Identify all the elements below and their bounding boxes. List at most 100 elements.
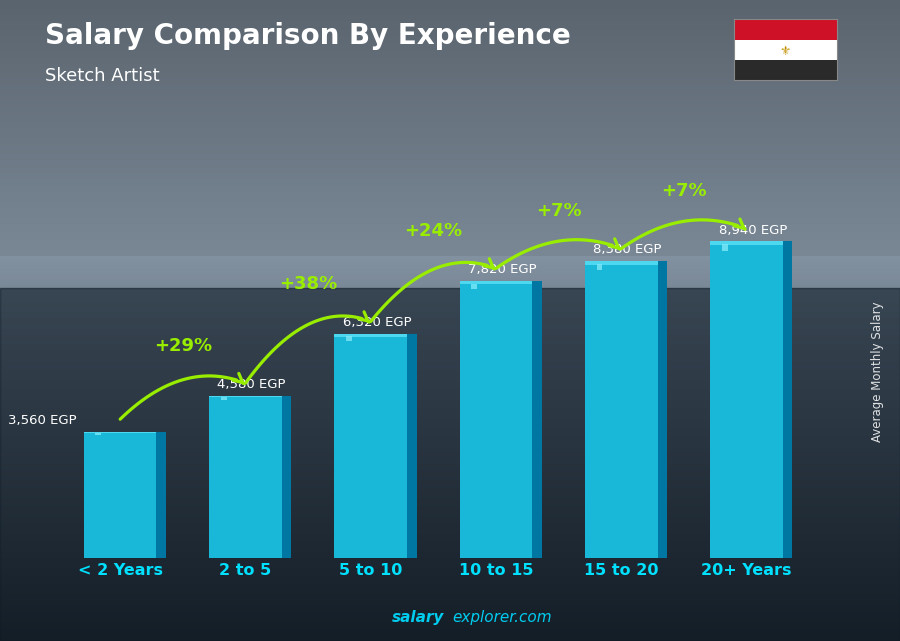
Bar bbox=[0, 622, 900, 624]
Bar bbox=[0, 538, 900, 540]
Bar bbox=[0, 592, 900, 594]
Bar bbox=[0, 481, 900, 483]
Bar bbox=[0, 365, 900, 367]
Bar bbox=[0, 64, 900, 66]
Bar bbox=[0, 463, 900, 466]
Bar bbox=[0, 556, 900, 558]
Bar bbox=[0, 53, 900, 56]
Bar bbox=[84, 431, 157, 433]
Bar bbox=[0, 572, 900, 575]
Bar bbox=[0, 269, 900, 271]
Bar bbox=[0, 135, 900, 137]
Bar bbox=[0, 421, 900, 423]
Bar bbox=[0, 314, 900, 316]
Bar bbox=[0, 404, 900, 406]
Bar bbox=[0, 133, 900, 135]
Bar bbox=[0, 562, 900, 564]
Bar bbox=[0, 43, 900, 45]
Bar bbox=[0, 90, 900, 92]
Bar bbox=[0, 56, 900, 58]
Bar bbox=[0, 495, 900, 498]
Bar bbox=[532, 281, 542, 558]
Bar bbox=[0, 590, 900, 592]
Bar bbox=[209, 395, 282, 558]
Bar bbox=[0, 428, 900, 429]
Bar bbox=[0, 389, 900, 391]
Bar bbox=[0, 124, 900, 126]
Bar bbox=[0, 173, 900, 175]
Bar bbox=[0, 258, 900, 261]
Bar bbox=[0, 617, 900, 620]
Bar bbox=[0, 320, 900, 322]
Bar bbox=[0, 94, 900, 96]
Bar bbox=[0, 353, 900, 354]
Bar bbox=[0, 412, 900, 415]
Bar bbox=[0, 547, 900, 549]
Bar bbox=[0, 203, 900, 205]
Bar bbox=[0, 319, 900, 320]
Bar bbox=[0, 537, 900, 538]
Bar bbox=[0, 453, 900, 455]
Bar bbox=[0, 167, 900, 169]
Bar bbox=[0, 162, 900, 165]
Bar bbox=[0, 263, 900, 265]
Bar bbox=[0, 154, 900, 156]
Bar bbox=[0, 184, 900, 186]
Bar bbox=[0, 468, 900, 470]
Bar bbox=[0, 564, 900, 566]
Bar bbox=[0, 474, 900, 476]
Bar bbox=[0, 295, 900, 297]
Bar bbox=[0, 284, 900, 287]
Text: +7%: +7% bbox=[536, 202, 581, 221]
Bar bbox=[0, 197, 900, 199]
Bar bbox=[0, 630, 900, 633]
Bar bbox=[335, 334, 407, 337]
Bar bbox=[0, 560, 900, 562]
Bar bbox=[0, 575, 900, 577]
Bar bbox=[157, 431, 166, 558]
Bar bbox=[0, 194, 900, 197]
Bar bbox=[0, 346, 900, 348]
Bar bbox=[0, 306, 900, 308]
Bar bbox=[0, 517, 900, 519]
Bar bbox=[0, 402, 900, 404]
Bar bbox=[0, 256, 900, 258]
Bar bbox=[0, 367, 900, 370]
Bar bbox=[0, 160, 900, 162]
Text: +29%: +29% bbox=[154, 337, 211, 354]
Bar bbox=[0, 104, 900, 107]
Bar bbox=[0, 460, 900, 462]
Bar bbox=[0, 322, 900, 325]
Bar bbox=[0, 457, 900, 460]
Bar bbox=[0, 521, 900, 524]
Bar bbox=[0, 376, 900, 378]
Bar bbox=[0, 117, 900, 120]
Bar bbox=[0, 577, 900, 579]
Bar bbox=[0, 408, 900, 410]
Bar bbox=[0, 434, 900, 436]
Bar bbox=[0, 613, 900, 615]
Text: +38%: +38% bbox=[279, 275, 338, 293]
Bar bbox=[0, 156, 900, 158]
Bar bbox=[0, 395, 900, 397]
Bar bbox=[0, 299, 900, 301]
Text: 8,940 EGP: 8,940 EGP bbox=[718, 224, 787, 237]
Bar bbox=[0, 28, 900, 30]
Bar bbox=[0, 8, 900, 11]
Bar bbox=[0, 342, 900, 344]
Bar bbox=[0, 216, 900, 218]
Bar bbox=[710, 241, 783, 558]
Bar bbox=[0, 626, 900, 628]
Bar bbox=[0, 231, 900, 233]
Bar bbox=[0, 344, 900, 346]
Bar bbox=[335, 334, 407, 558]
Bar bbox=[0, 526, 900, 528]
Bar bbox=[0, 340, 900, 342]
Bar bbox=[0, 566, 900, 569]
Bar bbox=[0, 282, 900, 284]
Bar bbox=[0, 239, 900, 242]
Bar bbox=[0, 45, 900, 47]
Bar bbox=[0, 425, 900, 428]
Bar bbox=[0, 17, 900, 19]
Bar bbox=[0, 508, 900, 511]
